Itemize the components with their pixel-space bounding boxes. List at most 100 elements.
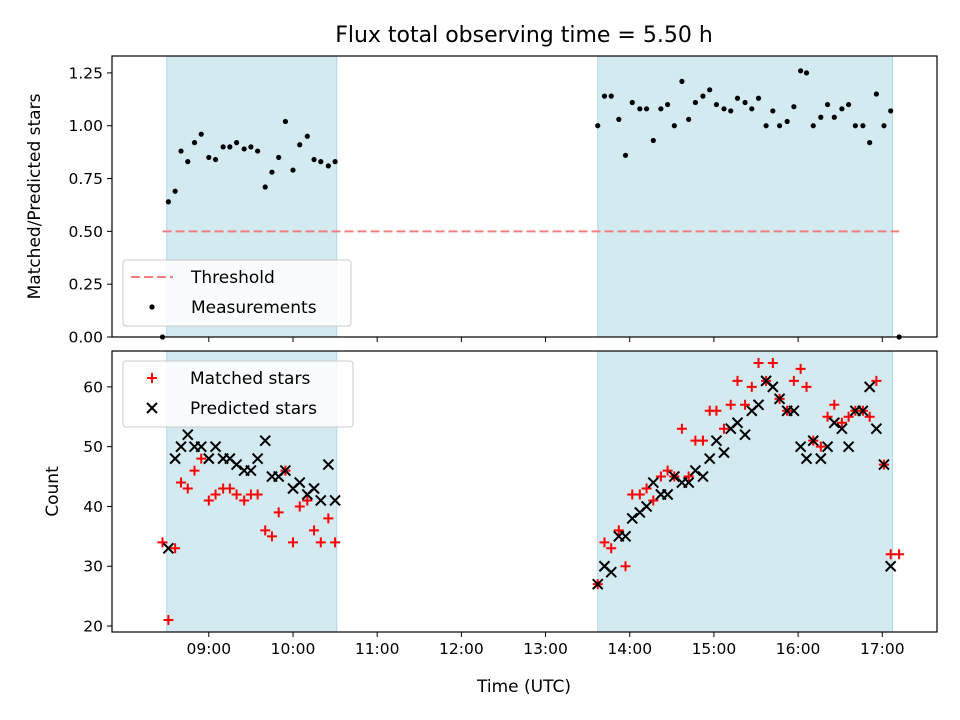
- predicted-stars-point: [815, 452, 827, 465]
- measurement-point: [867, 140, 873, 146]
- measurement-point: [831, 114, 837, 120]
- predicted-stars-point: [329, 494, 341, 507]
- x-tick-label: 10:00: [271, 640, 316, 658]
- y-tick-label: 0.00: [68, 329, 103, 347]
- predicted-stars-point: [203, 452, 215, 465]
- y-tick-label: 0.75: [68, 170, 103, 188]
- matched-stars-point: [323, 513, 334, 524]
- predicted-stars-point: [689, 464, 702, 477]
- matched-stars-point: [196, 453, 207, 464]
- matched-stars-point: [801, 381, 812, 392]
- predicted-stars-point: [739, 428, 751, 441]
- measurement-point: [304, 133, 310, 139]
- legend-matched-swatch: [147, 373, 157, 383]
- matched-stars-point: [648, 495, 659, 506]
- measurement-point: [297, 142, 303, 148]
- matched-stars-point: [767, 357, 778, 368]
- predicted-stars-point: [605, 566, 617, 578]
- predicted-stars-point: [294, 476, 306, 489]
- predicted-stars-point: [251, 452, 264, 465]
- predicted-stars-point: [863, 381, 876, 393]
- matched-stars-point: [662, 465, 673, 476]
- measurement-point: [282, 118, 289, 125]
- legend-threshold-label: Threshold: [190, 268, 275, 288]
- measurement-point: [798, 68, 804, 74]
- shaded-window: [597, 351, 893, 632]
- matched-stars-point: [260, 525, 271, 536]
- y-tick-label: 50: [83, 438, 103, 456]
- measurement-point: [191, 140, 198, 146]
- panel-ratio: 0.00 0.25 0.50 0.75 1.00 1.25 Matched/Predicte…: [25, 55, 938, 347]
- matched-stars-point: [697, 435, 708, 446]
- matched-stars-point: [599, 537, 610, 548]
- matched-stars-point: [634, 489, 645, 500]
- measurement-point: [332, 159, 338, 165]
- predicted-stars-point: [175, 440, 187, 453]
- measurement-point: [622, 152, 629, 158]
- predicted-stars-point: [710, 434, 723, 447]
- matched-stars-point: [885, 549, 896, 560]
- matched-stars-point: [676, 423, 687, 434]
- measurement-point: [679, 78, 685, 84]
- measurement-point: [734, 95, 741, 101]
- measurement-point: [248, 144, 254, 150]
- matched-stars-point: [829, 399, 840, 410]
- measurement-point: [629, 99, 635, 106]
- matched-stars-point: [302, 495, 313, 506]
- x-tick-label: 13:00: [523, 640, 568, 658]
- measurement-point: [888, 108, 894, 114]
- matched-stars-point: [822, 411, 833, 422]
- y-tick-label: 30: [83, 558, 103, 576]
- matched-stars-point: [315, 537, 326, 548]
- predicted-stars-point: [752, 399, 765, 411]
- predicted-stars-point: [230, 458, 243, 471]
- predicted-stars-point: [794, 440, 807, 453]
- predicted-stars-point: [703, 452, 716, 465]
- matched-stars-point: [239, 495, 250, 506]
- x-tick-label: 14:00: [607, 640, 652, 658]
- measurement-point: [608, 93, 614, 99]
- measurement-point: [185, 159, 191, 165]
- measurement-point: [212, 156, 219, 163]
- matched-stars-point: [740, 399, 751, 410]
- matched-stars-point: [203, 495, 214, 506]
- measurement-point: [791, 104, 797, 110]
- predicted-stars-point: [647, 476, 660, 489]
- measurement-point: [178, 148, 184, 154]
- measurement-point: [276, 154, 282, 161]
- predicted-stars-point: [169, 452, 181, 465]
- matched-stars-point: [170, 543, 181, 554]
- measurement-point: [595, 123, 601, 129]
- predicted-stars-point: [626, 512, 638, 525]
- matched-stars-point: [273, 507, 284, 518]
- predicted-stars-point: [682, 476, 695, 489]
- measurement-point: [818, 114, 824, 120]
- matched-stars-point: [719, 423, 730, 434]
- x-tick-label: 16:00: [776, 640, 821, 658]
- measurement-point: [770, 108, 776, 114]
- measurement-point: [269, 169, 275, 175]
- measurement-point: [643, 106, 650, 112]
- measurement-point: [803, 70, 810, 76]
- matched-stars-point: [189, 465, 200, 476]
- plot-frame: [111, 350, 938, 633]
- matched-stars-point: [210, 489, 221, 500]
- matched-stars-point: [864, 411, 875, 422]
- matched-stars-point: [894, 549, 905, 560]
- predicted-stars-point: [773, 393, 786, 405]
- predicted-stars-point: [821, 440, 834, 453]
- matched-stars-point: [163, 615, 174, 626]
- legend-box: [122, 259, 352, 327]
- x-tick-label: 15:00: [692, 640, 737, 658]
- measurement-point: [658, 106, 664, 112]
- matched-stars-point: [641, 483, 652, 494]
- measurement-point: [172, 188, 178, 194]
- matched-stars-point: [287, 537, 298, 548]
- measurement-point: [692, 99, 698, 106]
- legend-measurements-label: Measurements: [191, 298, 317, 318]
- plot-frame: [111, 55, 938, 338]
- measurement-point: [233, 140, 240, 146]
- measurement-point: [650, 137, 656, 144]
- predicted-stars-point: [870, 423, 883, 435]
- data-marks: [157, 357, 905, 626]
